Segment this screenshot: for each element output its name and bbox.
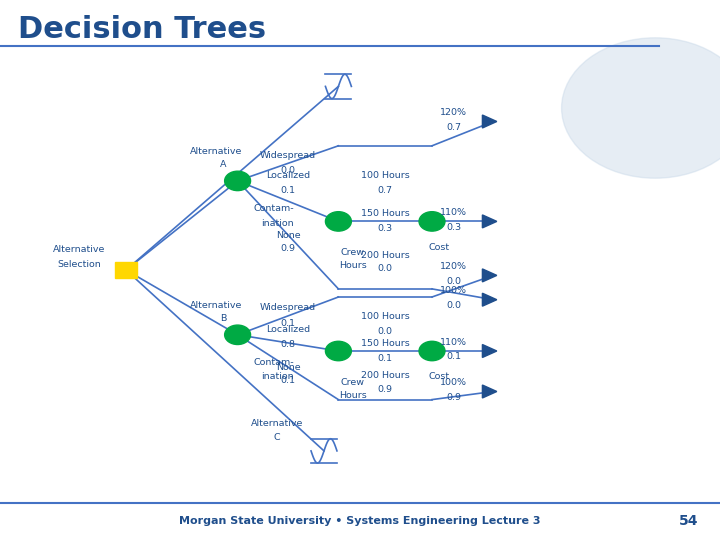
Text: None: None (276, 363, 300, 372)
Text: None: None (276, 231, 300, 240)
Text: Alternative: Alternative (190, 301, 242, 309)
Text: 0.3: 0.3 (377, 224, 393, 233)
Text: 0.0: 0.0 (281, 166, 295, 175)
Text: Widespread: Widespread (260, 151, 316, 160)
Text: Crew: Crew (341, 378, 365, 387)
Text: 0.3: 0.3 (446, 222, 462, 232)
Polygon shape (482, 115, 497, 128)
Polygon shape (482, 269, 497, 282)
Text: 150 Hours: 150 Hours (361, 339, 410, 348)
Text: Contam-: Contam- (253, 359, 294, 367)
Text: 0.0: 0.0 (446, 301, 461, 310)
Text: 0.0: 0.0 (446, 276, 461, 286)
Text: Crew: Crew (341, 248, 365, 257)
Text: A: A (220, 160, 227, 169)
Circle shape (419, 212, 445, 231)
Circle shape (225, 171, 251, 191)
Text: 0.1: 0.1 (446, 352, 461, 361)
Text: 0.8: 0.8 (281, 340, 295, 349)
Polygon shape (482, 215, 497, 228)
Text: 0.9: 0.9 (446, 393, 461, 402)
Text: 150 Hours: 150 Hours (361, 209, 410, 218)
Text: B: B (220, 314, 226, 323)
Text: 54: 54 (679, 514, 698, 528)
Text: Hours: Hours (339, 261, 366, 270)
Text: 0.1: 0.1 (281, 319, 295, 328)
FancyBboxPatch shape (115, 262, 137, 278)
Text: 0.0: 0.0 (378, 265, 392, 273)
Text: 0.7: 0.7 (446, 123, 461, 132)
Text: Widespread: Widespread (260, 303, 316, 313)
Circle shape (325, 212, 351, 231)
Text: 0.9: 0.9 (281, 244, 295, 253)
Text: 100%: 100% (440, 286, 467, 295)
Text: Localized: Localized (266, 325, 310, 334)
Text: 0.0: 0.0 (378, 327, 392, 336)
Polygon shape (482, 385, 497, 398)
Text: Decision Trees: Decision Trees (18, 15, 266, 44)
Polygon shape (482, 293, 497, 306)
Text: 100%: 100% (440, 378, 467, 387)
Text: ination: ination (261, 373, 294, 381)
Polygon shape (482, 345, 497, 357)
Text: C: C (274, 434, 281, 442)
Text: Localized: Localized (266, 171, 310, 180)
Text: 100 Hours: 100 Hours (361, 171, 410, 180)
Text: 110%: 110% (440, 208, 467, 217)
Text: Cost: Cost (428, 373, 450, 381)
Circle shape (562, 38, 720, 178)
Text: 200 Hours: 200 Hours (361, 251, 410, 260)
Circle shape (325, 341, 351, 361)
Circle shape (225, 325, 251, 345)
Text: Contam-: Contam- (253, 205, 294, 213)
Text: 120%: 120% (440, 108, 467, 117)
Text: Hours: Hours (339, 391, 366, 400)
Text: Alternative: Alternative (190, 147, 242, 156)
Text: Alternative: Alternative (53, 245, 105, 254)
Text: Alternative: Alternative (251, 420, 303, 428)
Text: 200 Hours: 200 Hours (361, 371, 410, 380)
Text: 100 Hours: 100 Hours (361, 312, 410, 321)
Text: Selection: Selection (58, 260, 101, 269)
Text: 120%: 120% (440, 262, 467, 271)
Text: Cost: Cost (428, 243, 450, 252)
Text: Morgan State University • Systems Engineering Lecture 3: Morgan State University • Systems Engine… (179, 516, 541, 526)
Text: 0.1: 0.1 (378, 354, 392, 363)
Text: ination: ination (261, 219, 294, 227)
Text: 110%: 110% (440, 338, 467, 347)
Text: 0.7: 0.7 (378, 186, 392, 195)
Text: 0.1: 0.1 (281, 186, 295, 195)
Text: 0.9: 0.9 (378, 384, 392, 394)
Circle shape (419, 341, 445, 361)
Text: 0.1: 0.1 (281, 376, 295, 386)
